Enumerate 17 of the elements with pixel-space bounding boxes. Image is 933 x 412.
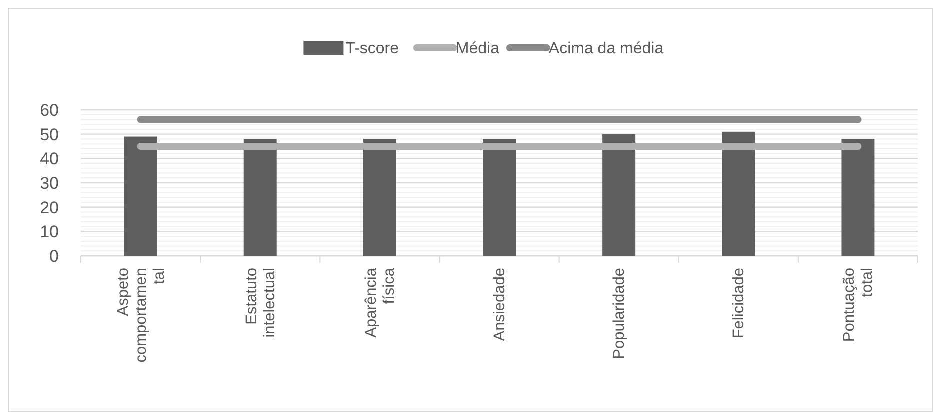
x-tick-label: Ansiedade — [492, 268, 508, 342]
x-tick-label: Estatuto intelectual — [243, 268, 278, 338]
legend-label: Acima da média — [548, 40, 664, 58]
x-tick-label: Popularidade — [611, 268, 628, 360]
legend-label: T-score — [346, 40, 400, 58]
y-tick-label: 20 — [40, 198, 59, 218]
y-tick-label: 50 — [40, 125, 59, 144]
legend-label: Média — [456, 40, 500, 58]
y-tick-label: 60 — [40, 100, 59, 120]
y-tick-label: 0 — [50, 246, 59, 266]
y-tick-label: 40 — [40, 150, 59, 169]
x-tick-label: Pontuação total — [841, 268, 876, 342]
x-tick-label: Aspeto comportamental — [114, 268, 168, 363]
x-tick-label: Felicidade — [730, 268, 748, 339]
y-tick-label: 10 — [40, 222, 59, 242]
x-tick-label: Aparência física — [362, 268, 398, 338]
y-tick-label: 30 — [40, 174, 59, 193]
